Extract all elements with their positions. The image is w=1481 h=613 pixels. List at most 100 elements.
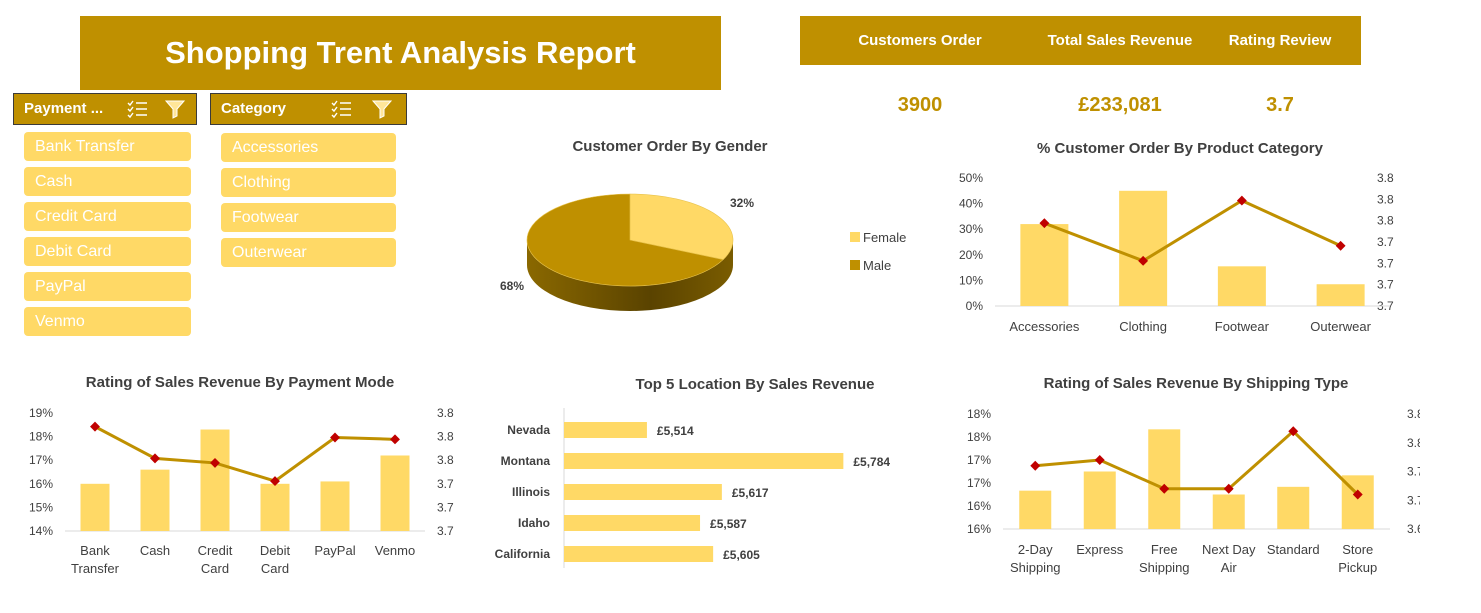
line-point xyxy=(1223,483,1234,494)
multi-select-icon[interactable] xyxy=(127,99,149,119)
bar xyxy=(564,453,844,469)
x-tick-label: Accessories xyxy=(1009,319,1080,334)
y-tick-label: 19% xyxy=(29,406,53,420)
y-tick-label: Idaho xyxy=(518,516,550,530)
location-chart-title: Top 5 Location By Sales Revenue xyxy=(635,376,875,393)
line-point xyxy=(1335,240,1346,251)
kpi-customers-order-value: 3900 xyxy=(897,94,943,116)
y2-tick-label: 3.7 xyxy=(1377,256,1394,270)
bar xyxy=(1277,486,1310,529)
legend-swatch xyxy=(850,232,860,242)
y2-tick-label: 3.8 xyxy=(437,453,454,467)
pie-side xyxy=(527,240,733,311)
bar xyxy=(564,546,714,562)
kpi-total-sales-value: £233,081 xyxy=(1078,94,1162,116)
category-chart-title: % Customer Order By Product Category xyxy=(1037,140,1323,157)
gender-chart-title: Customer Order By Gender xyxy=(572,138,768,155)
line-point xyxy=(210,457,220,468)
page-title: Shopping Trent Analysis Report xyxy=(80,16,721,90)
y-tick-label: California xyxy=(495,547,551,561)
payment-combo-chart: 14% 15% 16% 17% 18% 19% 3.7 3.7 3.7 3.8 3.8 3.8 Bank… xyxy=(29,406,454,576)
category-slicer-item[interactable]: Outerwear xyxy=(221,238,396,267)
payment-slicer-item[interactable]: Venmo xyxy=(24,307,191,336)
payment-slicer-item[interactable]: Debit Card xyxy=(24,237,191,266)
y2-tick-label: 3.7 xyxy=(1377,278,1394,292)
location-bar-chart: Nevada £5,514 Montana £5,784 Illinois £5,617 I… xyxy=(495,408,890,568)
x-tick-label: Clothing xyxy=(1119,319,1167,334)
category-slicer-item[interactable]: Clothing xyxy=(221,168,396,197)
y-tick-label: 17% xyxy=(967,453,991,467)
y-tick-label: 16% xyxy=(967,522,991,536)
line-point xyxy=(270,476,280,487)
pie-data-label: 68% xyxy=(500,279,524,293)
bar xyxy=(564,422,647,438)
kpi-header: Customers Order Total Sales Revenue Rati… xyxy=(800,16,1361,116)
multi-select-icon[interactable] xyxy=(331,99,353,119)
bar xyxy=(564,515,701,531)
data-label: £5,605 xyxy=(723,548,760,562)
y2-tick-label: 3.7 xyxy=(437,500,454,514)
line-point xyxy=(1159,483,1170,494)
x-tick-label: Bank Transfer xyxy=(71,543,120,576)
y2-tick-label: 3.80 xyxy=(1407,436,1420,450)
x-tick-label: 2-Day Shipping xyxy=(1010,542,1061,575)
category-slicer-title: Category xyxy=(221,100,287,117)
bar xyxy=(1217,266,1266,306)
y-tick-label: 18% xyxy=(967,407,991,421)
y-tick-label: 50% xyxy=(959,171,983,185)
y-tick-label: 18% xyxy=(967,430,991,444)
rating-line xyxy=(1035,429,1359,496)
bar xyxy=(1019,490,1052,529)
x-tick-label: Debit Card xyxy=(260,543,291,576)
x-tick-label: Express xyxy=(1076,542,1123,557)
rating-line xyxy=(94,425,396,483)
payment-slicer-item[interactable]: Bank Transfer xyxy=(24,132,191,161)
x-tick-label: Venmo xyxy=(375,543,415,558)
x-tick-label: Free Shipping xyxy=(1139,542,1190,575)
y-tick-label: 16% xyxy=(29,477,53,491)
y-tick-label: 17% xyxy=(29,453,53,467)
line-point xyxy=(1288,426,1299,437)
clear-filter-icon[interactable] xyxy=(164,99,186,119)
y2-tick-label: 3.75 xyxy=(1407,465,1420,479)
bar xyxy=(200,429,230,531)
payment-slicer-item[interactable]: PayPal xyxy=(24,272,191,301)
line-point xyxy=(1138,255,1149,266)
legend-label: Female xyxy=(863,230,906,245)
payment-slicer-item[interactable]: Cash xyxy=(24,167,191,196)
data-label: £5,587 xyxy=(710,517,747,531)
kpi-customers-order-label: Customers Order xyxy=(858,32,982,49)
line-point xyxy=(1236,195,1247,206)
bar xyxy=(140,469,170,531)
category-slicer-header: Category xyxy=(210,93,407,125)
gender-pie-chart: 32% 68% Female Male xyxy=(500,193,906,311)
category-slicer-item[interactable]: Accessories xyxy=(221,133,396,162)
line-point xyxy=(1094,455,1105,465)
rating-line xyxy=(1043,198,1342,263)
y-tick-label: 0% xyxy=(966,299,984,313)
x-tick-label: Cash xyxy=(140,543,170,558)
line-point xyxy=(1352,489,1363,500)
legend-swatch xyxy=(850,260,860,270)
bar xyxy=(1020,224,1069,306)
y-tick-label: Illinois xyxy=(512,485,550,499)
y2-tick-label: 3.8 xyxy=(437,430,454,444)
line-point xyxy=(1039,218,1050,229)
data-label: £5,514 xyxy=(657,424,694,438)
pie-slice-male xyxy=(526,193,724,287)
bar xyxy=(1212,494,1245,529)
pie-data-label: 32% xyxy=(730,196,754,210)
y2-tick-label: 3.65 xyxy=(1407,522,1420,536)
y-tick-label: 30% xyxy=(959,222,983,236)
data-label: £5,617 xyxy=(732,486,769,500)
kpi-rating-review-label: Rating Review xyxy=(1228,32,1332,49)
y-tick-label: 18% xyxy=(29,430,53,444)
category-slicer-item[interactable]: Footwear xyxy=(221,203,396,232)
y2-tick-label: 3.7 xyxy=(1377,235,1394,249)
payment-slicer-item[interactable]: Credit Card xyxy=(24,202,191,231)
y2-tick-label: 3.8 xyxy=(1377,214,1394,228)
clear-filter-icon[interactable] xyxy=(371,99,393,119)
y-tick-label: 40% xyxy=(959,197,983,211)
bar xyxy=(564,484,722,500)
x-tick-label: Store Pickup xyxy=(1338,542,1377,575)
